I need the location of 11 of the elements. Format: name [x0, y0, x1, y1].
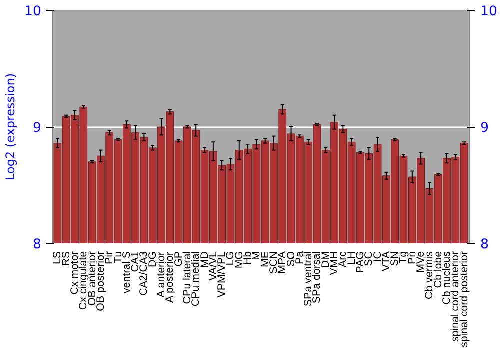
x-tick-label: spinal cord posterior [458, 251, 470, 348]
x-tick-label: Tg [398, 251, 410, 264]
y-tick-label: 8 [33, 238, 42, 252]
y2-tick-label: 9 [480, 121, 489, 136]
y2-tick-label: 10 [480, 4, 498, 20]
x-tick-label: RS [60, 251, 72, 266]
y-tick-label: 9 [33, 121, 42, 136]
y-axis-title: Log2 (expression) [4, 74, 18, 180]
y-tick-label: 10 [24, 4, 42, 20]
x-tick-label: OB posterior [94, 251, 107, 312]
y2-tick-label: 8 [480, 238, 489, 252]
